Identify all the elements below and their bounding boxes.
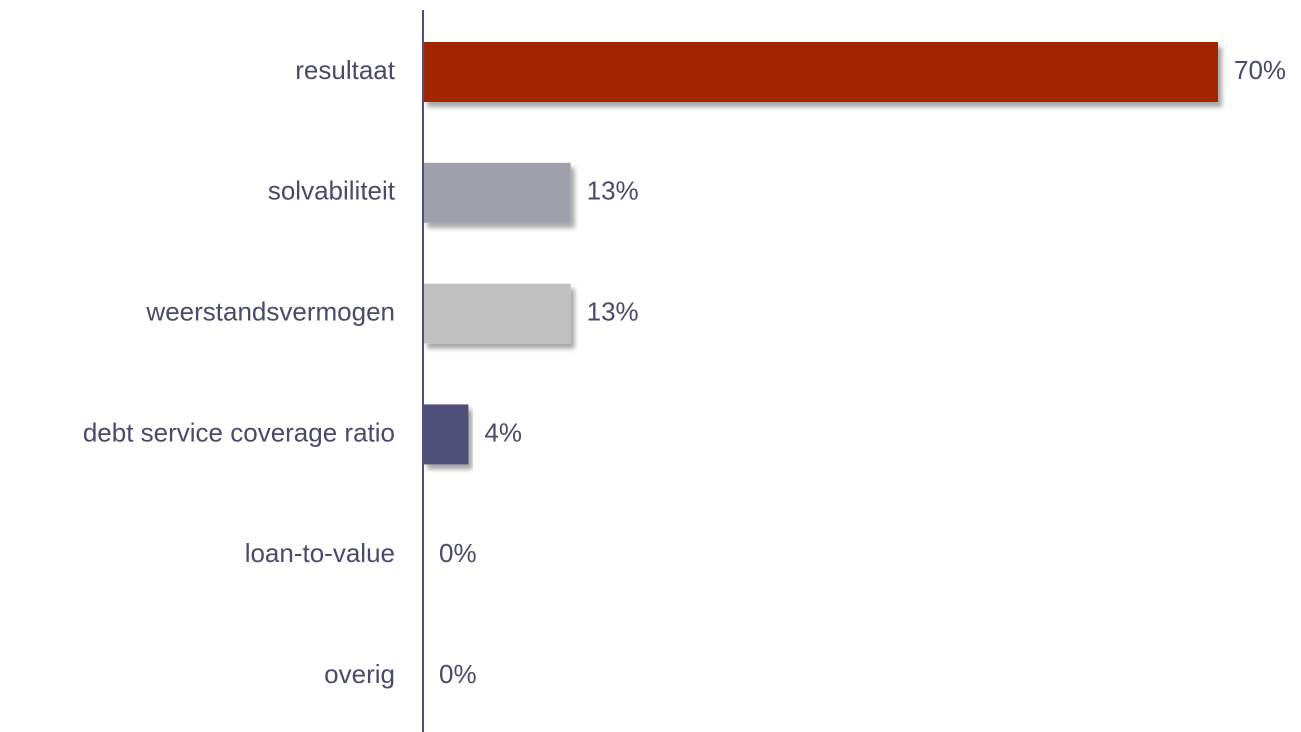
bar xyxy=(423,162,571,223)
bar xyxy=(423,283,571,344)
category-label: debt service coverage ratio xyxy=(83,417,395,447)
bar xyxy=(423,42,1218,102)
value-label: 70% xyxy=(1234,55,1286,85)
category-label: loan-to-value xyxy=(245,538,395,568)
value-label: 4% xyxy=(484,417,522,447)
category-label: weerstandsvermogen xyxy=(145,296,395,326)
value-label: 0% xyxy=(439,659,477,689)
category-label: resultaat xyxy=(295,55,395,85)
value-label: 13% xyxy=(587,176,639,206)
category-label: solvabiliteit xyxy=(268,176,396,206)
value-label: 0% xyxy=(439,538,477,568)
value-label: 13% xyxy=(587,296,639,326)
category-label: overig xyxy=(324,659,395,689)
bar xyxy=(423,404,469,465)
